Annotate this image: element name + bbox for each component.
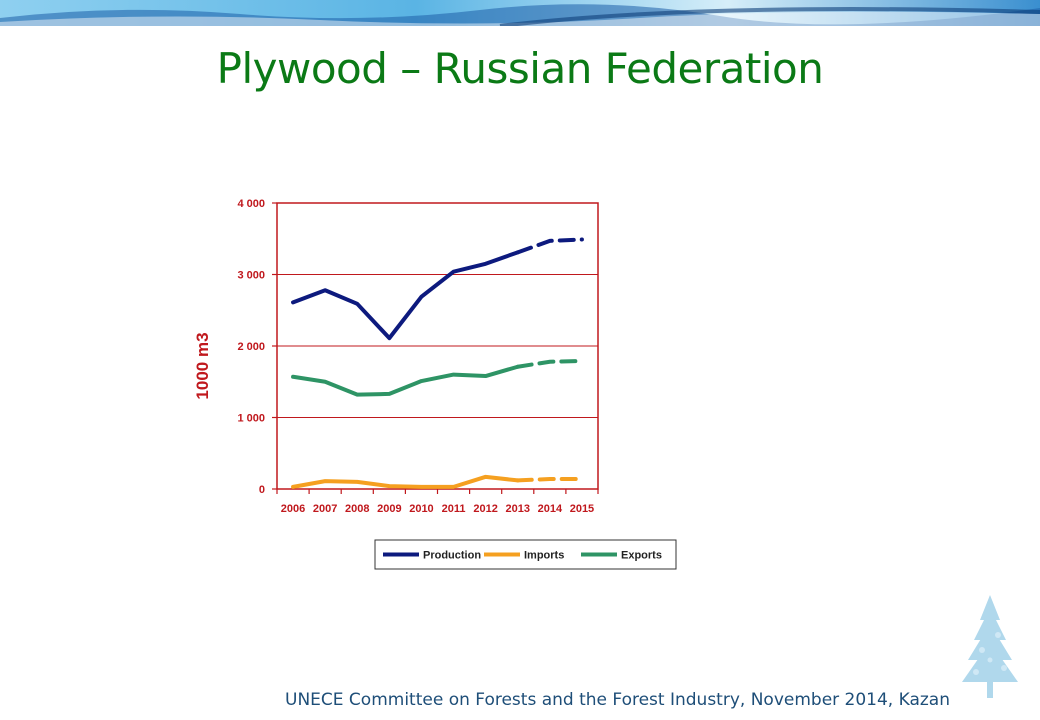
x-tick-label: 2011 [442, 503, 466, 515]
slide-title: Plywood – Russian Federation [216, 44, 824, 93]
tree-logo [962, 595, 1018, 698]
x-tick-label: 2008 [345, 503, 369, 515]
y-tick-label: 3 000 [237, 270, 265, 282]
series-production-forecast [515, 237, 584, 255]
series-lines [291, 237, 584, 489]
x-tick-label: 2014 [538, 503, 563, 515]
legend-label-imports: Imports [524, 550, 564, 562]
legend-label-production: Production [423, 550, 481, 562]
y-axis-ticks: 0 1 000 2 000 3 000 4 000 [237, 198, 277, 496]
x-tick-label: 2010 [409, 503, 433, 515]
x-tick-label: 2006 [281, 503, 305, 515]
series-imports-forecast [515, 476, 584, 483]
x-tick-label: 2015 [570, 503, 594, 515]
x-tick-label: 2012 [473, 503, 497, 515]
legend-box [374, 539, 677, 570]
y-axis-label: 1000 m3 [193, 332, 212, 399]
y-tick-label: 1 000 [237, 413, 265, 425]
grid-lines [276, 202, 599, 490]
series-exports-forecast [515, 359, 584, 369]
x-tick-label: 2007 [313, 503, 337, 515]
series-production-actual [291, 250, 520, 341]
x-tick-label: 2013 [506, 503, 530, 515]
series-exports-actual [291, 364, 520, 397]
legend-label-exports: Exports [621, 550, 662, 562]
series-imports-actual [291, 474, 520, 489]
chart-legend: Production Imports Exports [374, 539, 677, 570]
y-tick-label: 0 [259, 484, 265, 496]
x-axis-ticks: 2006 2007 2008 2009 2010 2011 2012 2013 2014 2015 [276, 489, 599, 515]
slide-footer: UNECE Committee on Forests and the Fores… [285, 690, 950, 710]
y-tick-label: 4 000 [237, 198, 265, 210]
x-tick-label: 2009 [377, 503, 401, 515]
y-tick-label: 2 000 [237, 341, 265, 353]
decorative-banner [0, 0, 1040, 26]
